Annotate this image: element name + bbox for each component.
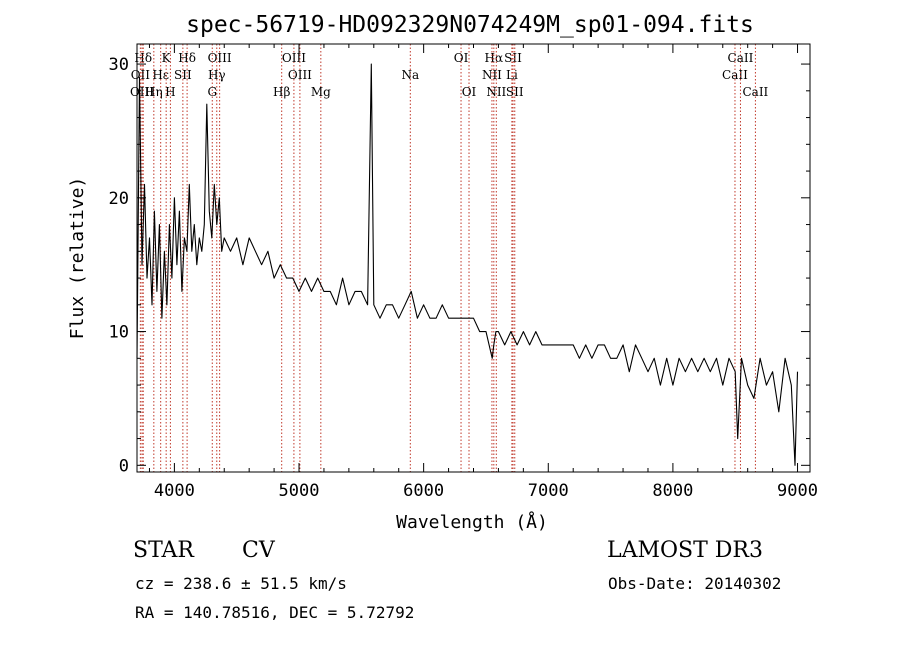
series-line-flux <box>136 63 799 466</box>
line-markers: Hδ OII OIII Hε Hη K H SII Hδ OIII Hγ G Hβ OIII OIII Mg N… <box>130 44 769 472</box>
y-tick-label-0: 0 <box>119 456 129 476</box>
y-axis-label: Flux (relative) <box>67 177 88 340</box>
marker-label-22: SII <box>504 51 522 65</box>
marker-label-12: Hβ <box>273 85 290 99</box>
axis-ticks: 4000 5000 6000 7000 8000 9000 0 10 20 30 <box>109 44 818 501</box>
coordinates-text: RA = 140.78516, DEC = 5.72792 <box>135 603 415 622</box>
marker-label-9: OIII <box>208 51 232 65</box>
marker-label-25: CaII <box>722 68 748 82</box>
x-axis-label: Wavelength (Å) <box>396 511 548 533</box>
plot-frame <box>136 43 811 473</box>
marker-label-27: CaII <box>742 85 768 99</box>
marker-label-15: Mg <box>311 85 331 99</box>
marker-label-26: CaII <box>728 51 754 65</box>
marker-label-3: Hε <box>152 68 169 82</box>
x-tick-label-4: 8000 <box>652 481 693 501</box>
x-tick-label-1: 5000 <box>279 481 320 501</box>
x-tick-label-0: 4000 <box>154 481 195 501</box>
marker-label-8: Hδ <box>178 51 196 65</box>
x-tick-label-2: 6000 <box>403 481 444 501</box>
marker-label-20: NII <box>482 68 502 82</box>
spectrum-chart: spec-56719-HD092329N074249M_sp01-094.fit… <box>67 12 818 533</box>
y-tick-label-1: 10 <box>109 323 129 343</box>
marker-label-5: K <box>162 51 172 65</box>
marker-label-4: Hη <box>145 85 163 99</box>
marker-label-0: Hδ <box>134 51 152 65</box>
marker-label-14: OIII <box>288 68 312 82</box>
y-tick-label-3: 30 <box>109 55 129 75</box>
redshift-text: cz = 238.6 ± 51.5 km/s <box>135 574 347 593</box>
marker-label-24: SII <box>506 85 524 99</box>
class-label: STAR <box>133 538 194 563</box>
marker-label-23: Li <box>506 68 518 82</box>
subclass-label: CV <box>242 538 275 563</box>
marker-label-16: Na <box>401 68 419 82</box>
marker-label-6: H <box>165 85 175 99</box>
marker-label-18: OI <box>462 85 477 99</box>
marker-label-7: SII <box>174 68 192 82</box>
x-tick-label-3: 7000 <box>528 481 569 501</box>
marker-label-21: NII <box>486 85 506 99</box>
obs-date-text: Obs-Date: 20140302 <box>608 574 782 593</box>
series-layer <box>136 63 799 466</box>
x-tick-label-5: 9000 <box>777 481 818 501</box>
chart-title: spec-56719-HD092329N074249M_sp01-094.fit… <box>186 12 754 38</box>
marker-label-2: OIII <box>130 85 154 99</box>
marker-label-13: OIII <box>282 51 306 65</box>
marker-label-11: G <box>207 85 217 99</box>
marker-label-1: OII <box>131 68 151 82</box>
marker-label-17: OI <box>454 51 469 65</box>
survey-label: LAMOST DR3 <box>607 538 763 563</box>
y-tick-label-2: 20 <box>109 189 129 209</box>
marker-label-19: Hα <box>485 51 504 65</box>
marker-label-10: Hγ <box>208 68 226 82</box>
